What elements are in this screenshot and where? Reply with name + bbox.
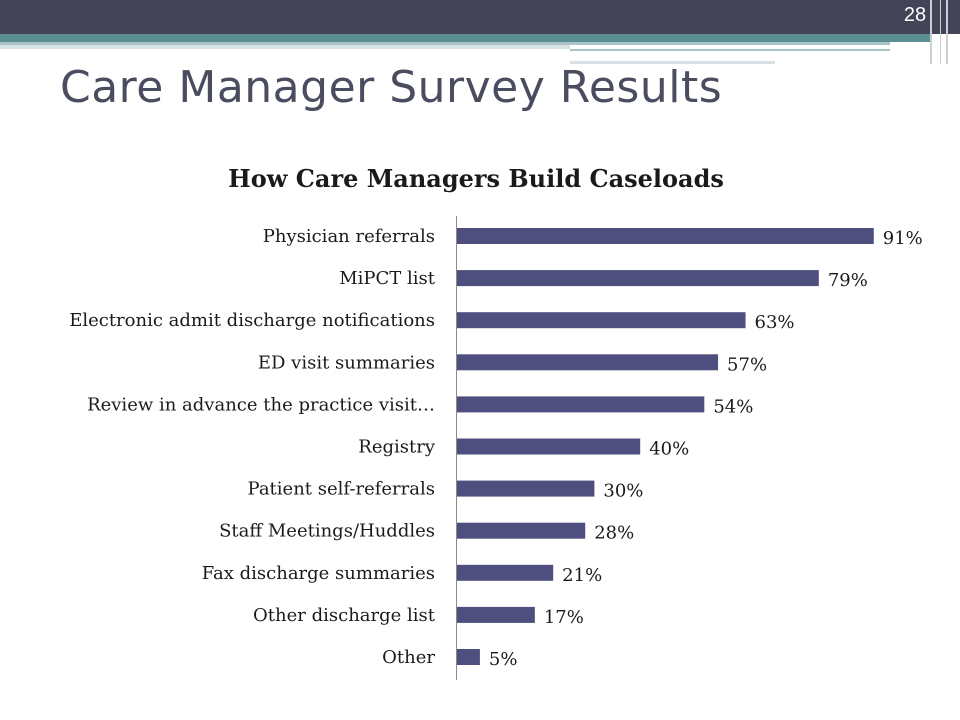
bar bbox=[457, 649, 480, 665]
category-label: Staff Meetings/Huddles bbox=[219, 521, 435, 542]
category-label: Other discharge list bbox=[253, 605, 436, 626]
header-light-stripe bbox=[0, 42, 890, 45]
data-label: 17% bbox=[544, 607, 584, 628]
bar bbox=[457, 354, 719, 371]
data-label: 91% bbox=[883, 228, 923, 249]
category-label: Registry bbox=[358, 437, 436, 458]
bar bbox=[457, 438, 641, 455]
data-label: 30% bbox=[603, 481, 643, 502]
bar bbox=[457, 606, 535, 623]
header-divider-line bbox=[946, 0, 948, 64]
header-divider-line bbox=[930, 0, 932, 64]
data-label: 21% bbox=[562, 565, 602, 586]
bar bbox=[457, 396, 705, 413]
category-label: Fax discharge summaries bbox=[202, 563, 435, 584]
slide-title: Care Manager Survey Results bbox=[60, 62, 723, 113]
header-light-stripe-lower bbox=[0, 45, 570, 49]
data-label: 40% bbox=[649, 439, 689, 460]
category-label: Patient self-referrals bbox=[248, 479, 435, 500]
category-label: Other bbox=[382, 647, 435, 668]
bar bbox=[457, 480, 595, 497]
header-light-stripe-right bbox=[570, 49, 890, 51]
bar bbox=[457, 228, 874, 244]
category-label: Review in advance the practice visit… bbox=[87, 394, 435, 415]
category-label: Physician referrals bbox=[263, 226, 435, 247]
category-label: Electronic admit discharge notifications bbox=[69, 310, 435, 331]
data-label: 79% bbox=[828, 270, 868, 291]
data-label: 54% bbox=[713, 396, 753, 417]
bar bbox=[457, 312, 746, 329]
category-label: MiPCT list bbox=[339, 268, 436, 289]
category-label: ED visit summaries bbox=[258, 352, 435, 373]
chart-title: How Care Managers Build Caseloads bbox=[228, 164, 724, 193]
data-label: 57% bbox=[727, 354, 767, 375]
data-label: 5% bbox=[489, 649, 518, 670]
slide-number: 28 bbox=[903, 4, 927, 26]
data-label: 28% bbox=[594, 523, 634, 544]
bar-chart: Physician referrals 91% MiPCT list 79% Elect… bbox=[69, 216, 923, 680]
bar bbox=[457, 564, 554, 581]
header-light-stripe-short bbox=[570, 61, 775, 64]
header-accent-stripe bbox=[0, 34, 930, 42]
header-divider-line bbox=[940, 0, 941, 64]
bar bbox=[457, 270, 819, 287]
bar bbox=[457, 522, 586, 539]
data-label: 63% bbox=[755, 312, 795, 333]
header-band bbox=[0, 0, 960, 34]
